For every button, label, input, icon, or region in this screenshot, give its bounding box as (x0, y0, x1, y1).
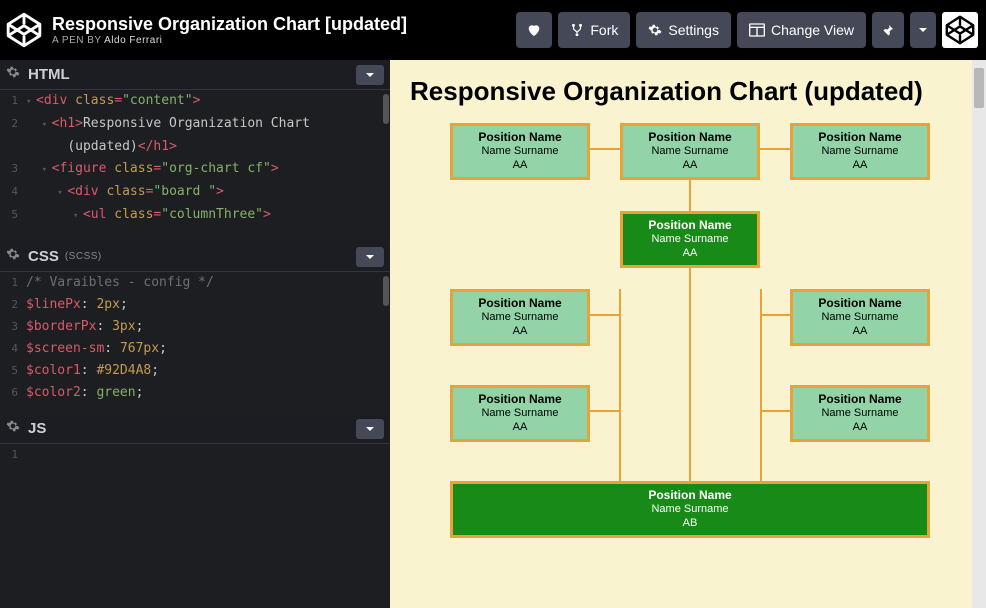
preview-pane: Responsive Organization Chart (updated) … (390, 60, 986, 608)
pen-title[interactable]: Responsive Organization Chart [updated] (52, 14, 516, 35)
preview-content: Responsive Organization Chart (updated) … (390, 60, 972, 608)
org-node[interactable]: Position NameName SurnameAA (450, 123, 590, 180)
code-line[interactable]: 2$linePx: 2px; (0, 294, 390, 316)
code-line[interactable]: 4$screen-sm: 767px; (0, 338, 390, 360)
connector-line (689, 261, 691, 481)
connector-line (760, 410, 790, 412)
title-block: Responsive Organization Chart [updated] … (52, 14, 516, 46)
node-code: AA (455, 325, 585, 339)
node-subtitle: Name Surname (795, 407, 925, 421)
connector-line (590, 314, 620, 316)
node-title: Position Name (455, 392, 585, 407)
code-line[interactable]: 5$color1: #92D4A8; (0, 360, 390, 382)
node-subtitle: Name Surname (795, 311, 925, 325)
node-subtitle: Name Surname (455, 145, 585, 159)
node-title: Position Name (455, 296, 585, 311)
node-subtitle: Name Surname (455, 311, 585, 325)
connector-line (760, 148, 790, 150)
top-bar: Responsive Organization Chart [updated] … (0, 0, 986, 60)
node-title: Position Name (795, 130, 925, 145)
connector-line (590, 148, 620, 150)
node-subtitle: Name Surname (455, 407, 585, 421)
css-panel-header[interactable]: CSS (SCSS) (0, 242, 390, 272)
node-subtitle: Name Surname (455, 503, 925, 517)
gear-icon[interactable] (6, 247, 20, 266)
org-node[interactable]: Position NameName SurnameAA (790, 289, 930, 346)
org-node[interactable]: Position NameName SurnameAA (790, 123, 930, 180)
code-line[interactable]: (updated)</h1> (0, 136, 390, 158)
code-line[interactable]: 1 (0, 444, 390, 466)
node-code: AA (625, 247, 755, 261)
change-view-button[interactable]: Change View (737, 12, 866, 48)
chevron-down-icon[interactable] (356, 247, 384, 267)
heart-button[interactable] (516, 12, 552, 48)
connector-line (590, 410, 620, 412)
code-line[interactable]: 6$color2: green; (0, 382, 390, 404)
panel-label: HTML (28, 66, 70, 83)
html-panel-header[interactable]: HTML (0, 60, 390, 90)
html-editor[interactable]: 1▾<div class="content">2 ▾<h1>Responsive… (0, 90, 390, 242)
org-node[interactable]: Position NameName SurnameAA (620, 123, 760, 180)
node-code: AA (795, 159, 925, 173)
org-node[interactable]: Position NameName SurnameAA (450, 289, 590, 346)
gear-icon[interactable] (6, 65, 20, 84)
org-node[interactable]: Position NameName SurnameAA (450, 385, 590, 442)
node-title: Position Name (795, 296, 925, 311)
code-line[interactable]: 1/* Varaibles - config */ (0, 272, 390, 294)
org-node[interactable]: Position NameName SurnameAB (450, 481, 930, 538)
pen-subtitle: A PEN BY Aldo Ferrari (52, 35, 516, 46)
node-code: AA (795, 325, 925, 339)
connector-line (760, 289, 762, 485)
panel-label: JS (28, 420, 46, 437)
code-line[interactable]: 3$borderPx: 3px; (0, 316, 390, 338)
code-line[interactable]: 4 ▾<div class="board "> (0, 181, 390, 204)
org-node[interactable]: Position NameName SurnameAA (790, 385, 930, 442)
node-code: AA (795, 421, 925, 435)
node-title: Position Name (625, 130, 755, 145)
panel-sublabel: (SCSS) (65, 251, 102, 262)
node-title: Position Name (455, 488, 925, 503)
codepen-logo-icon[interactable] (6, 12, 42, 48)
gear-icon[interactable] (6, 419, 20, 438)
code-line[interactable]: 3 ▾<figure class="org-chart cf"> (0, 158, 390, 181)
dropdown-chevron[interactable] (910, 12, 936, 48)
node-code: AA (455, 159, 585, 173)
node-code: AB (455, 517, 925, 531)
pin-button[interactable] (872, 12, 904, 48)
node-code: AA (455, 421, 585, 435)
js-panel-header[interactable]: JS (0, 414, 390, 444)
node-title: Position Name (455, 130, 585, 145)
node-title: Position Name (625, 218, 755, 233)
css-editor[interactable]: 1/* Varaibles - config */2$linePx: 2px;3… (0, 272, 390, 414)
settings-button[interactable]: Settings (636, 12, 731, 48)
code-line[interactable]: 1▾<div class="content"> (0, 90, 390, 113)
code-line[interactable]: 5 ▾<ul class="columnThree"> (0, 204, 390, 227)
node-code: AA (625, 159, 755, 173)
panel-label: CSS (28, 248, 59, 265)
scrollbar[interactable] (383, 276, 389, 306)
chevron-down-icon[interactable] (356, 65, 384, 85)
workspace: HTML 1▾<div class="content">2 ▾<h1>Respo… (0, 60, 986, 608)
preview-heading: Responsive Organization Chart (updated) (410, 76, 952, 107)
org-node[interactable]: Position NameName SurnameAA (620, 211, 760, 268)
author-link[interactable]: Aldo Ferrari (104, 35, 162, 46)
code-line[interactable]: 2 ▾<h1>Responsive Organization Chart (0, 113, 390, 136)
toolbar: Fork Settings Change View (516, 12, 978, 48)
connector-line (619, 289, 621, 485)
profile-avatar[interactable] (942, 12, 978, 48)
node-subtitle: Name Surname (625, 233, 755, 247)
node-subtitle: Name Surname (625, 145, 755, 159)
node-subtitle: Name Surname (795, 145, 925, 159)
chevron-down-icon[interactable] (356, 419, 384, 439)
connector-line (760, 314, 790, 316)
org-chart: Position NameName SurnameAAPosition Name… (410, 123, 952, 583)
node-title: Position Name (795, 392, 925, 407)
editor-column: HTML 1▾<div class="content">2 ▾<h1>Respo… (0, 60, 390, 608)
js-editor[interactable]: 1 (0, 444, 390, 594)
scrollbar[interactable] (383, 94, 389, 124)
fork-button[interactable]: Fork (558, 12, 630, 48)
